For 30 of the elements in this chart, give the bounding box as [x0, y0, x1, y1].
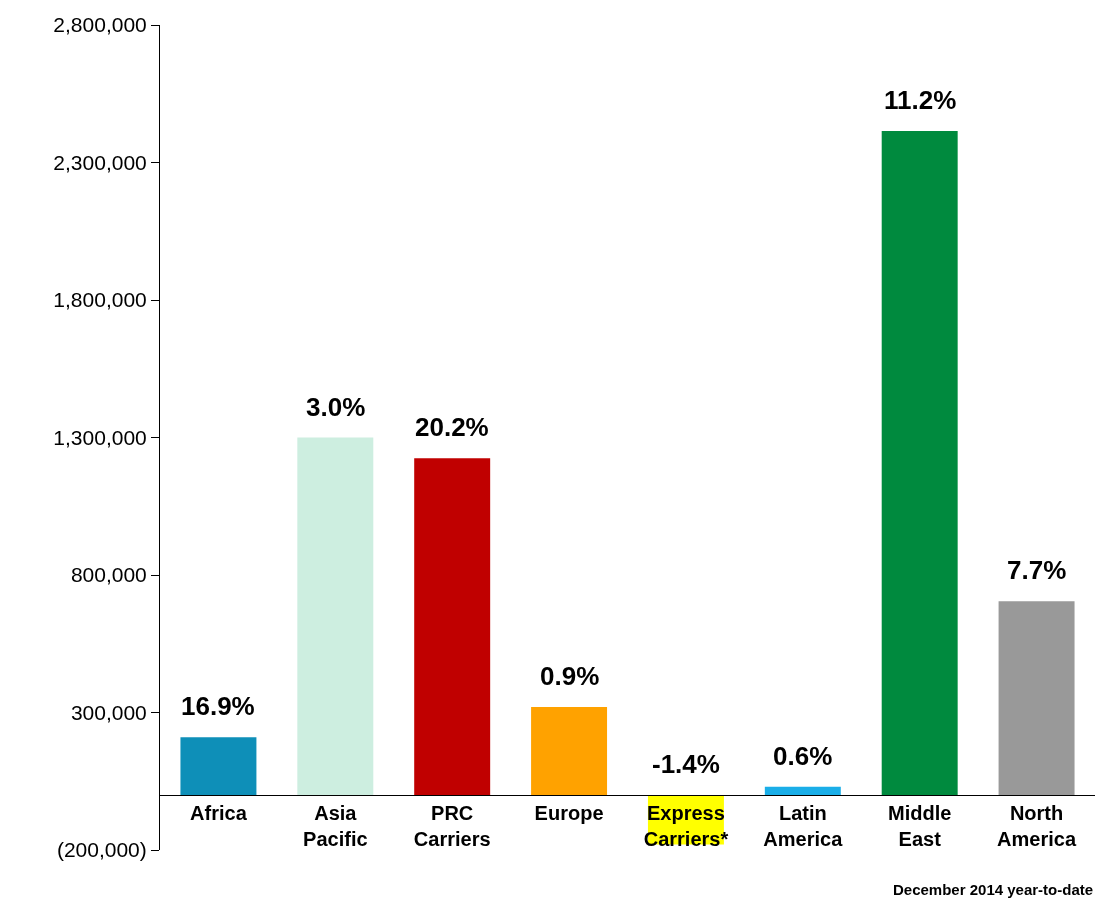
y-tick-label: (200,000)	[56, 838, 147, 862]
bar	[881, 130, 958, 795]
x-tick-label: Africa	[190, 802, 248, 824]
annotation: -1.4%	[652, 749, 720, 779]
x-tick-label: Europe	[534, 802, 604, 824]
bar	[531, 707, 608, 795]
annotation: 16.9%	[181, 691, 255, 721]
x-tick-label: Latin America	[763, 802, 844, 850]
annotation: 7.7%	[1007, 555, 1067, 585]
x-tick-label: Middle East	[888, 802, 952, 850]
bar	[414, 458, 491, 795]
bar	[297, 437, 374, 795]
bar	[998, 601, 1075, 795]
annotation: 20.2%	[415, 412, 489, 442]
annotation: 3.0%	[306, 392, 366, 422]
y-tick-label: 300,000	[70, 700, 147, 724]
y-tick-label: 2,800,000	[53, 13, 147, 37]
y-tick-label: 2,300,000	[53, 150, 147, 174]
annotation: 0.6%	[773, 741, 833, 771]
annotation: 0.9%	[540, 661, 600, 691]
text: December 2014 year-to-date	[893, 881, 1094, 898]
x-tick-label: PRC Carriers	[413, 802, 491, 850]
bar	[764, 786, 841, 795]
y-tick-label: 1,300,000	[53, 425, 147, 449]
x-tick-label: North America	[997, 802, 1077, 850]
y-tick-label: 1,800,000	[53, 288, 147, 312]
annotation: 11.2%	[884, 85, 957, 115]
bar	[180, 737, 257, 795]
y-tick-label: 800,000	[70, 563, 147, 587]
x-tick-label: Asia Pacific	[303, 802, 368, 850]
